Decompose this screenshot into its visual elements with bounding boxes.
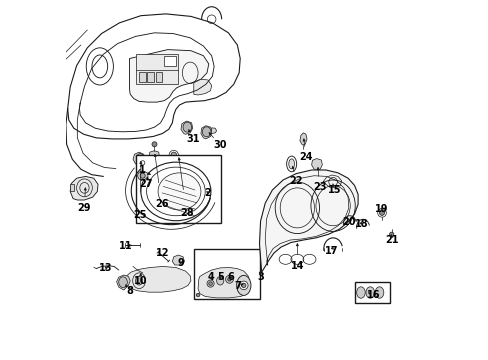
Ellipse shape <box>374 287 383 298</box>
Polygon shape <box>70 176 98 200</box>
Polygon shape <box>311 158 322 169</box>
Polygon shape <box>299 133 306 145</box>
Ellipse shape <box>119 277 127 288</box>
Text: 1: 1 <box>139 165 146 175</box>
Polygon shape <box>193 79 211 95</box>
Text: 14: 14 <box>290 261 304 271</box>
Text: 19: 19 <box>374 204 388 214</box>
Text: 3: 3 <box>257 272 264 282</box>
Bar <box>164 57 176 66</box>
Text: 25: 25 <box>133 210 146 220</box>
Bar <box>156 72 162 82</box>
Text: 9: 9 <box>177 258 184 268</box>
Circle shape <box>140 173 145 178</box>
Text: 26: 26 <box>155 199 168 209</box>
Polygon shape <box>148 151 159 163</box>
Text: 23: 23 <box>312 182 325 192</box>
Ellipse shape <box>365 287 374 298</box>
Ellipse shape <box>216 276 224 285</box>
Ellipse shape <box>356 287 365 298</box>
Text: 31: 31 <box>185 134 199 144</box>
Ellipse shape <box>136 154 143 163</box>
Text: 13: 13 <box>99 262 112 273</box>
Text: 10: 10 <box>133 276 146 286</box>
Circle shape <box>241 283 245 288</box>
Text: 29: 29 <box>78 203 91 213</box>
Circle shape <box>389 232 393 237</box>
Ellipse shape <box>135 276 142 285</box>
Bar <box>70 184 74 192</box>
Bar <box>193 249 259 298</box>
Polygon shape <box>181 121 192 134</box>
Circle shape <box>145 175 150 179</box>
Polygon shape <box>172 255 184 265</box>
Polygon shape <box>201 126 212 139</box>
Polygon shape <box>137 171 148 179</box>
Text: 7: 7 <box>234 282 241 292</box>
Ellipse shape <box>202 127 210 137</box>
Ellipse shape <box>236 275 250 296</box>
Text: 22: 22 <box>289 176 303 186</box>
Bar <box>135 54 177 84</box>
Polygon shape <box>116 275 130 290</box>
Polygon shape <box>129 50 208 102</box>
Text: 12: 12 <box>156 248 169 258</box>
Text: 17: 17 <box>325 246 338 256</box>
Circle shape <box>379 210 384 215</box>
Polygon shape <box>211 128 216 134</box>
Text: 21: 21 <box>384 235 398 245</box>
Circle shape <box>225 275 233 283</box>
Circle shape <box>227 278 231 281</box>
Circle shape <box>208 282 212 285</box>
Text: 2: 2 <box>204 188 211 198</box>
Ellipse shape <box>158 173 201 210</box>
Text: 4: 4 <box>207 272 214 282</box>
Polygon shape <box>123 266 190 292</box>
Bar <box>139 72 145 82</box>
Ellipse shape <box>183 122 191 132</box>
Text: 6: 6 <box>227 272 234 282</box>
Circle shape <box>206 280 214 287</box>
Polygon shape <box>259 170 357 272</box>
Text: 30: 30 <box>213 140 226 150</box>
Bar <box>354 282 389 303</box>
Ellipse shape <box>288 159 294 169</box>
Bar <box>135 155 221 223</box>
Text: 8: 8 <box>126 286 133 296</box>
Text: 28: 28 <box>180 208 193 218</box>
Text: 18: 18 <box>354 219 368 229</box>
Polygon shape <box>198 267 249 298</box>
Bar <box>147 72 153 82</box>
Text: 27: 27 <box>139 179 153 189</box>
Text: 20: 20 <box>342 217 355 227</box>
Text: 24: 24 <box>299 152 312 162</box>
Text: 15: 15 <box>327 185 341 195</box>
Text: 11: 11 <box>119 241 132 251</box>
Circle shape <box>239 281 247 290</box>
Circle shape <box>152 142 157 147</box>
Polygon shape <box>133 152 144 164</box>
Circle shape <box>196 293 200 297</box>
Text: 5: 5 <box>216 272 223 282</box>
Text: 16: 16 <box>366 290 380 300</box>
Circle shape <box>171 152 176 158</box>
